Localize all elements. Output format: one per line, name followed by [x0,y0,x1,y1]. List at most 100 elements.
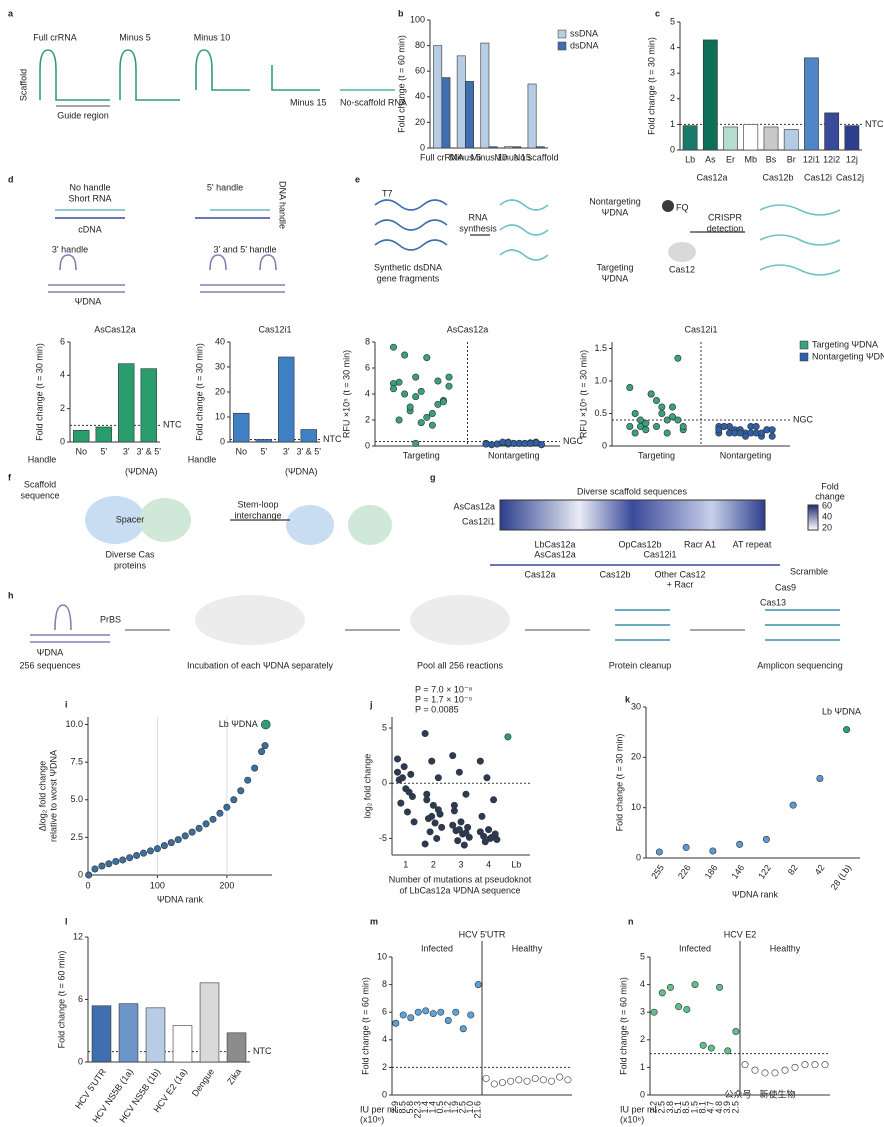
x-tick-label: No scaffold [514,152,559,162]
data-point [732,1028,740,1036]
data-point [716,983,724,991]
data-point [160,842,168,850]
data-point [261,742,269,750]
annotation: Lb ΨDNA [822,706,861,716]
y-axis-label: Fold change (t = 60 min) [360,977,370,1075]
annotation: IU per ml [360,1104,397,1114]
data-point [650,1008,658,1016]
x-value-label: 1.4 [420,1101,430,1114]
data-point [428,812,436,820]
cas-protein-icon [139,498,191,542]
data-point [488,833,496,841]
reference-label: NTC [163,420,182,430]
diagram-text: Protein cleanup [609,660,672,670]
data-point [843,726,851,734]
x-tick-label: 3' & 5' [137,446,162,456]
y-tick-label: 30 [631,701,641,711]
x-tick-label: Dengue [190,1067,216,1099]
bar [255,439,272,443]
y-tick-label: 8 [365,336,370,346]
x-tick-label: Nontargeting [720,450,772,460]
data-point [181,832,189,840]
panel-label: f [8,472,12,482]
reaction-icon [195,595,305,645]
data-point [462,829,470,837]
panel-label: j [369,699,373,709]
y-tick-label: 6 [60,336,65,346]
data-point [674,354,682,362]
data-point [438,823,446,831]
reference-label: NGC [793,414,814,424]
diagram-text: sequence [20,490,59,500]
diagram-text: 3' handle [52,244,88,254]
y-tick-label: 1 [670,119,675,129]
diagram-text: FQ [676,202,689,212]
y-tick-label: 5 [382,722,387,732]
bar [723,126,738,151]
point-label: Lb ΨDNA [219,719,258,729]
data-point [539,1076,547,1084]
data-point [423,796,431,804]
panel-label: k [625,694,631,704]
diagram-text: Scaffold [24,479,56,489]
y-axis-label: Δlog₂ fold change [37,761,47,832]
data-point [736,429,744,437]
x-tick-label: Minus 15 [494,152,531,162]
y-axis-label: Fold change (t = 30 min) [614,734,624,832]
data-point [389,343,397,351]
reaction-icon [410,595,510,645]
data-point [741,432,749,440]
data-point [428,421,436,429]
data-point [736,840,744,848]
data-point [407,1014,415,1022]
diagram-text: RNA [468,212,487,222]
data-point [816,774,824,782]
diagram-text: Cas13 [760,597,786,607]
x-value-label: 1.5 [689,1101,699,1114]
data-point [434,377,442,385]
y-tick-label: 0 [382,1089,387,1099]
y-tick-label: 4 [382,1034,387,1044]
panel-label: a [8,8,14,18]
diagram-text: Racr A1 [684,539,716,549]
annotation: (x10⁶) [620,1114,644,1124]
y-axis-label: Fold change (t = 30 min) [194,343,204,441]
diagram-text: AsCas12a [534,549,576,559]
x-value-label: 2.5 [730,1101,740,1114]
diagram-text: T7 [382,188,393,198]
diagram-text: Incubation of each ΨDNA separately [187,660,334,670]
diagram-text: Cas12i1 [462,516,495,526]
y-tick-label: 80 [415,40,425,50]
diagram-text: 256 sequences [19,660,81,670]
bar [512,146,522,149]
x-axis-label: ΨDNA rank [157,894,204,904]
x-value-label: 3.8 [665,1101,675,1114]
data-point [752,422,760,430]
x-value-label: 0.5 [435,1101,445,1114]
data-point [482,1074,490,1082]
y-tick-label: 20 [631,752,641,762]
x-tick-label: 122 [756,863,773,881]
data-point [741,1061,749,1069]
x-axis-label: Handle [28,454,57,464]
diagram-text: change [815,491,845,501]
y-tick-label: 12 [73,931,83,941]
x-tick-label: No [235,446,247,456]
x-tick-label: 100 [150,880,165,890]
data-point [663,416,671,424]
y-tick-label: 5.0 [70,794,83,804]
bar [783,129,799,151]
data-point [174,836,182,844]
diagram-text: No handle [69,182,110,192]
bar [535,146,545,149]
data-point [223,803,231,811]
x-tick-label: Healthy [770,943,801,953]
diagram-text: DNA handle [278,181,288,229]
y-tick-label: 30 [215,361,225,371]
y-tick-label: 60 [415,66,425,76]
x-tick-label: 12j [846,154,858,164]
data-point [679,422,687,430]
y-tick-label: 0 [670,144,675,154]
diagram-text: Cas12 [669,264,695,274]
y-tick-label: 6 [365,362,370,372]
